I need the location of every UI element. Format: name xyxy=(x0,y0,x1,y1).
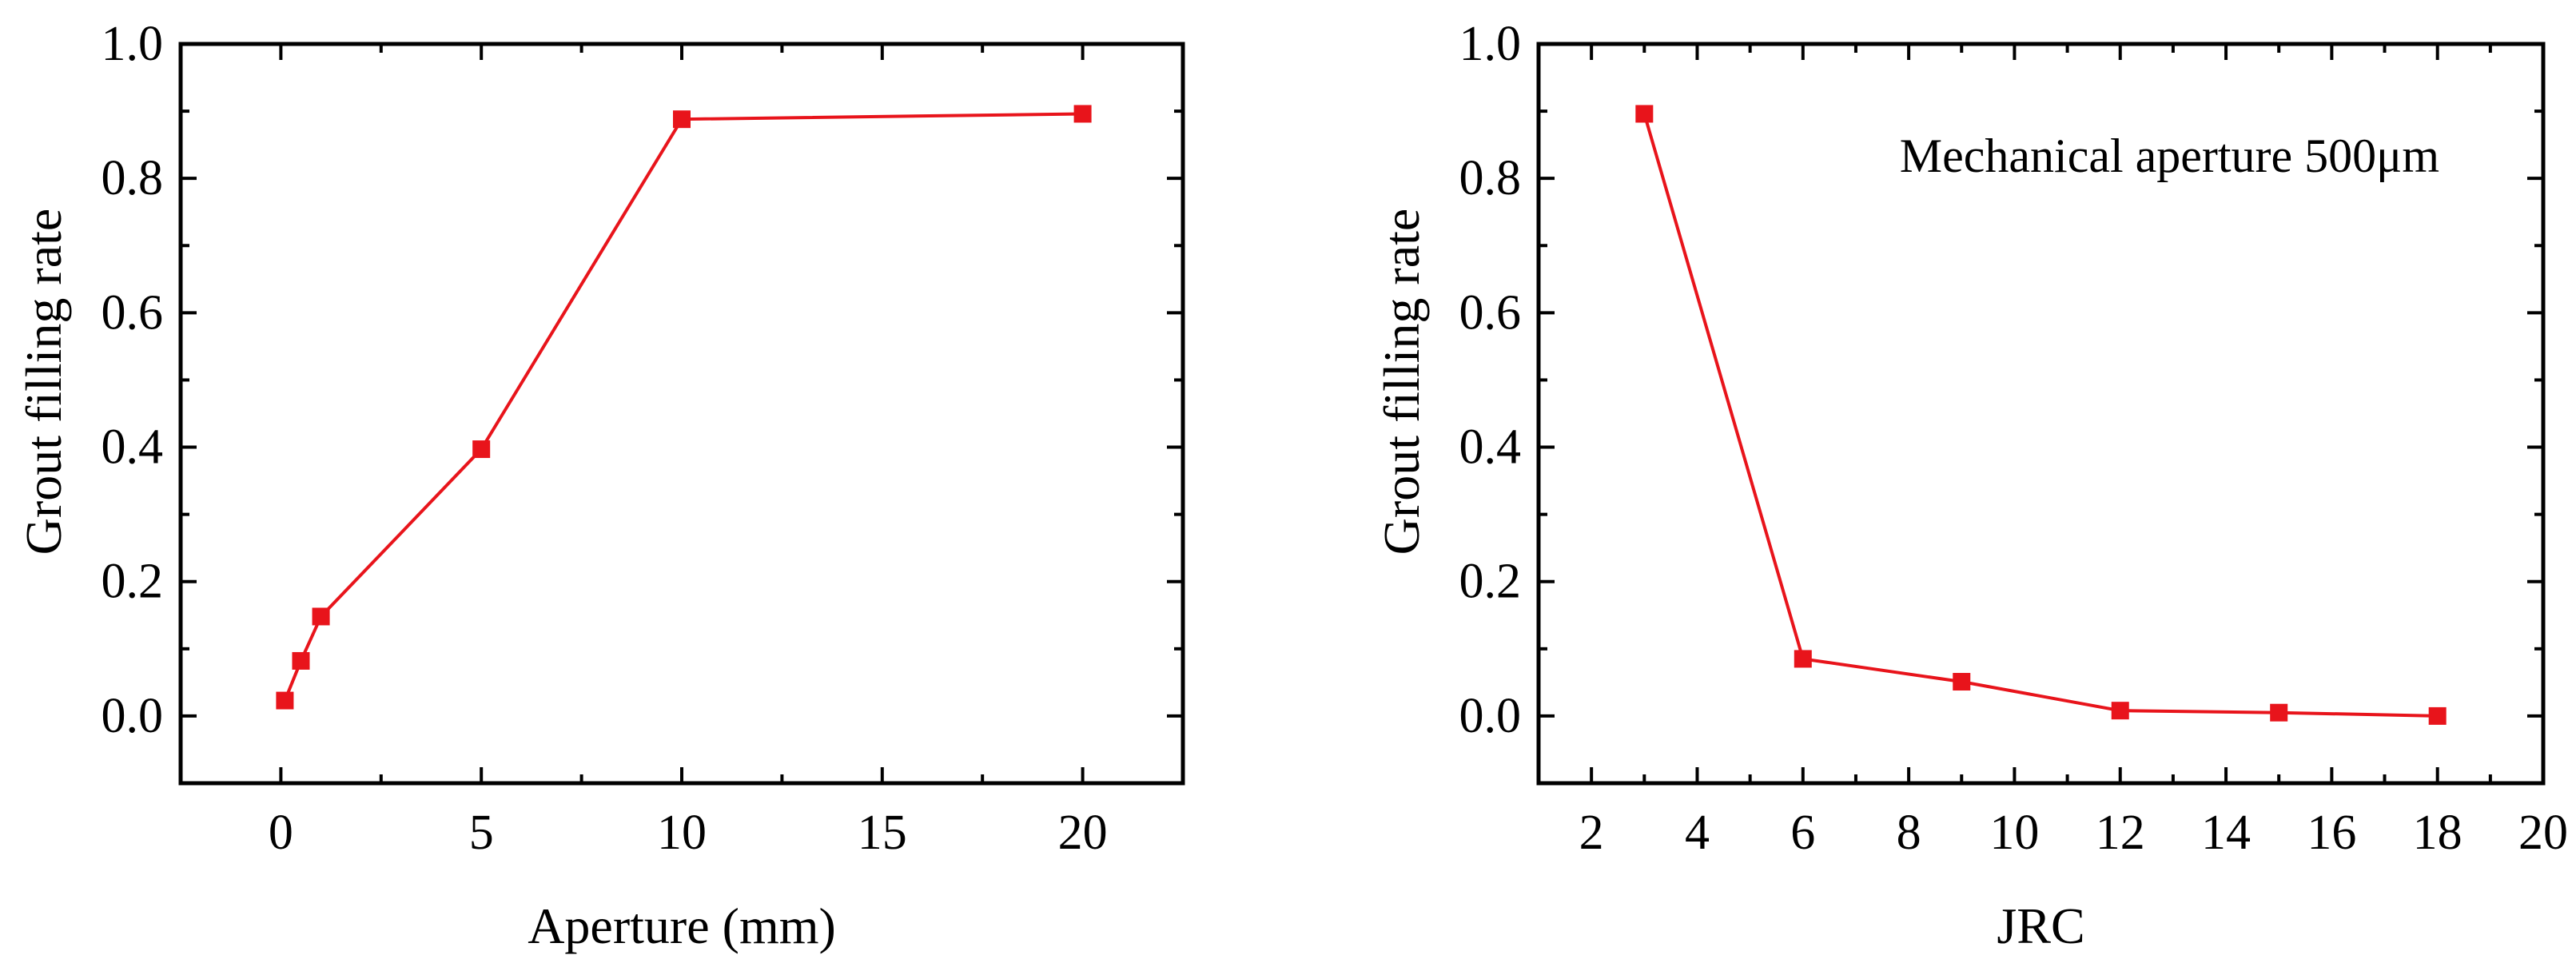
y-tick-label: 0.6 xyxy=(1459,285,1522,340)
y-tick-label: 1.0 xyxy=(102,17,164,71)
data-point xyxy=(472,440,490,458)
y-axis-title: Grout filling rate xyxy=(15,209,72,555)
chart-panel-aperture: 0.0 0.2 0.4 0.6 0.8 1.0 0 5 10 15 20 Aperture (mm) G… xyxy=(15,17,1183,954)
x-tick-label: 10 xyxy=(1989,806,2039,860)
x-tick-label: 16 xyxy=(2307,806,2356,860)
x-tick-label: 15 xyxy=(858,806,907,860)
y-tick-label: 0.0 xyxy=(102,689,164,743)
annotation-text: Mechanical aperture 500μm xyxy=(1900,129,2439,182)
y-tick-label: 1.0 xyxy=(1459,17,1522,71)
data-point xyxy=(2429,707,2447,725)
data-point xyxy=(1794,650,1812,667)
y-tick-label: 0.6 xyxy=(102,285,164,340)
data-point xyxy=(2270,704,2287,722)
data-point xyxy=(292,652,309,670)
y-tick-label: 0.8 xyxy=(1459,151,1522,205)
x-tick-label: 8 xyxy=(1897,806,1921,860)
y-tick-label: 0.4 xyxy=(1459,420,1522,475)
x-tick-label: 20 xyxy=(2518,806,2568,860)
x-tick-label: 20 xyxy=(1058,806,1108,860)
y-tick-label: 0.2 xyxy=(102,555,164,609)
data-point xyxy=(1074,105,1092,122)
series-line xyxy=(1644,113,2437,715)
y-tick-label: 0.8 xyxy=(102,151,164,205)
x-tick-label: 12 xyxy=(2096,806,2145,860)
x-axis-title: JRC xyxy=(1997,897,2084,954)
data-point xyxy=(276,692,293,710)
y-tick-label: 0.4 xyxy=(102,420,164,475)
data-point xyxy=(1953,673,1970,690)
x-tick-label: 14 xyxy=(2201,806,2251,860)
x-tick-label: 18 xyxy=(2413,806,2463,860)
y-tick-label: 0.0 xyxy=(1459,689,1522,743)
data-point xyxy=(2112,702,2129,719)
x-axis-title: Aperture (mm) xyxy=(528,897,836,954)
plot-frame xyxy=(181,44,1183,783)
data-point xyxy=(313,607,330,625)
chart-panel-jrc: 0.0 0.2 0.4 0.6 0.8 1.0 2 4 6 8 10 12 14 16 18 20 JRC Gro… xyxy=(1373,17,2568,954)
x-tick-label: 10 xyxy=(657,806,707,860)
data-point xyxy=(1635,105,1653,122)
x-tick-label: 2 xyxy=(1579,806,1604,860)
y-axis-title: Grout filling rate xyxy=(1373,209,1430,555)
x-tick-label: 5 xyxy=(469,806,494,860)
y-tick-label: 0.2 xyxy=(1459,555,1522,609)
x-tick-label: 0 xyxy=(269,806,293,860)
data-point xyxy=(673,110,691,128)
x-tick-label: 6 xyxy=(1790,806,1815,860)
x-tick-label: 4 xyxy=(1685,806,1710,860)
series-line xyxy=(285,113,1082,700)
